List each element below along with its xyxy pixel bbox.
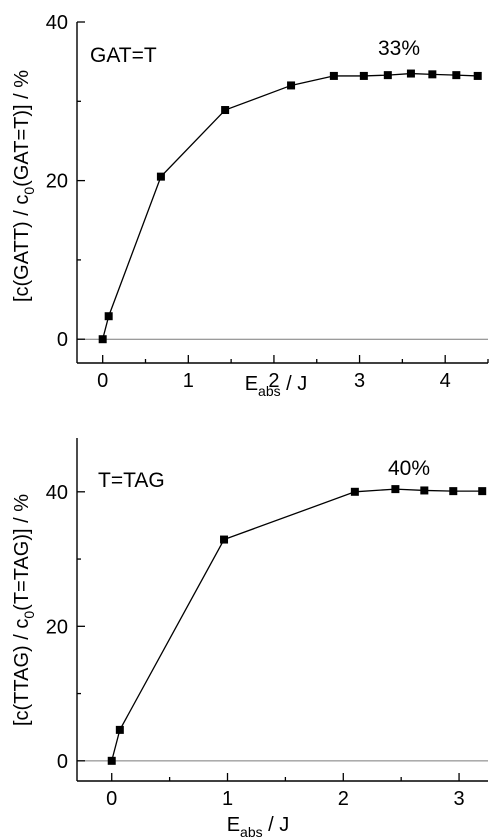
x-axis-title-main: E [245,373,258,395]
x-tick-label: 1 [183,370,194,392]
data-point [428,70,437,79]
data-point [329,71,338,80]
x-tick-label: 1 [222,788,233,810]
data-point [449,487,458,496]
y-axis-title-b: (GAT=T)] / % [11,70,33,187]
y-tick-label: 0 [57,329,68,351]
marks-group [107,485,487,765]
y-tick-label: 20 [46,171,68,193]
data-point [104,312,113,321]
data-point [478,487,487,496]
x-axis-title-unit: / J [281,373,308,395]
y-axis-title: [c(GATT) / c0(GAT=T)] / % [11,70,37,302]
series-line [111,488,483,761]
y-axis-title-sub: 0 [21,187,37,195]
x-tick-label: 2 [268,370,279,392]
data-point [452,71,461,80]
x-axis-title-sub: abs [240,824,263,839]
x-axis-title-unit: / J [263,814,290,836]
x-tick-label: 2 [338,788,349,810]
chart-ttag: 0 1 2 3 0 20 40 T=TAG 40% Eabs / J [c(TTAG) / … [11,438,488,839]
y-axis-title-a: [c(TTAG) / c [11,619,33,726]
y-axis-title-b: (T=TAG)] / % [11,494,33,611]
x-axis-title-main: E [227,814,240,836]
y-tick-label: 0 [57,751,68,773]
data-point [391,485,400,494]
condition-label: GAT=T [90,44,157,67]
x-tick-label: 0 [97,370,108,392]
data-point [420,486,429,495]
series-line [102,72,478,340]
y-axis-title-a: [c(GATT) / c [11,195,33,302]
x-tick-label: 4 [440,370,451,392]
condition-label: T=TAG [98,469,165,492]
data-point [359,71,368,80]
x-tick-label: 3 [354,370,365,392]
x-axis-title: Eabs / J [245,373,308,399]
x-tick-label: 3 [453,788,464,810]
data-point [115,725,124,734]
y-axis-title-sub: 0 [21,611,37,619]
y-axis-title: [c(TTAG) / c0(T=TAG)] / % [11,494,37,726]
percent-label: 40% [388,457,430,480]
y-tick-label: 40 [46,482,68,504]
data-point [98,335,107,344]
percent-label: 33% [378,37,420,60]
data-point [221,106,230,115]
x-axis-title: Eabs / J [227,814,290,839]
x-tick-label: 0 [106,788,117,810]
data-point [473,71,482,80]
y-tick-label: 40 [46,12,68,34]
data-point [383,71,392,80]
data-point [107,756,116,765]
data-point [350,487,359,496]
data-point [287,81,296,90]
data-point [156,172,165,181]
y-tick-label: 20 [46,616,68,638]
marks-group [98,69,482,344]
data-point [406,69,415,78]
data-point [220,535,229,544]
x-axis-title-sub: abs [258,383,281,399]
ticks-group: 0 1 2 3 0 20 40 [46,482,465,810]
